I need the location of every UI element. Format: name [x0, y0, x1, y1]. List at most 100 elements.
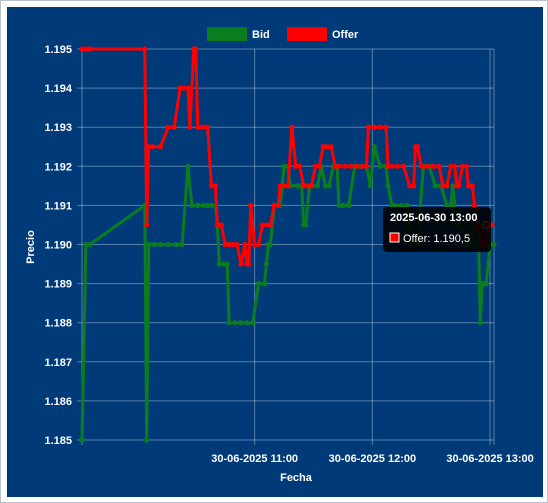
data-point [395, 163, 401, 169]
data-point [185, 163, 191, 169]
data-point [214, 222, 220, 228]
legend-label: Offer [332, 29, 359, 41]
data-point [293, 163, 299, 169]
data-point [83, 46, 89, 52]
data-point [246, 261, 252, 267]
data-point [452, 163, 458, 169]
data-point [181, 85, 187, 91]
data-point [277, 183, 283, 189]
data-point [385, 183, 391, 189]
data-point [187, 124, 193, 130]
data-point [195, 124, 201, 130]
legend-item-offer: Offer [287, 27, 359, 41]
data-point [146, 144, 152, 150]
data-point [301, 183, 307, 189]
data-point [281, 163, 287, 169]
series-bid [79, 144, 497, 443]
data-point [371, 144, 377, 150]
data-point [303, 222, 309, 228]
legend-item-bid: Bid [207, 27, 270, 41]
data-point [261, 281, 268, 287]
data-point [218, 222, 224, 228]
tooltip-title: 2025-06-30 13:00 [390, 212, 477, 224]
data-point [314, 183, 321, 189]
price-chart[interactable]: 1.195 1.194 1.193 1.192 1.191 1.190 1.189 1.188… [7, 7, 543, 497]
y-tick-label: 1.186 [44, 396, 72, 408]
data-point [354, 163, 360, 169]
data-point [320, 144, 326, 150]
data-point [432, 183, 438, 189]
data-point [305, 183, 311, 189]
data-point [165, 241, 171, 248]
tooltip-swatch [389, 232, 400, 243]
data-point [144, 437, 150, 443]
data-point [199, 124, 205, 130]
data-point [460, 163, 466, 169]
data-point [391, 202, 397, 208]
tooltip-body: Offer: 1.190,5 [403, 233, 470, 245]
data-point [483, 281, 489, 287]
y-tick-label: 1.195 [44, 44, 72, 56]
y-tick-label: 1.191 [44, 200, 72, 212]
data-point [255, 241, 262, 248]
data-point [244, 320, 250, 326]
data-point [414, 144, 421, 150]
data-point [220, 261, 226, 267]
data-point [377, 124, 383, 130]
data-point [222, 241, 228, 248]
data-point [448, 163, 454, 169]
data-point [477, 320, 483, 326]
y-tick-label: 1.193 [44, 122, 72, 134]
data-point [289, 124, 295, 130]
y-tick-label: 1.189 [44, 279, 72, 291]
data-point [363, 163, 370, 169]
y-tick-label: 1.192 [44, 161, 72, 173]
data-point [173, 241, 179, 248]
data-point [297, 163, 303, 169]
data-point [377, 163, 383, 169]
y-tick-label: 1.187 [44, 357, 72, 369]
tooltip-box [383, 207, 491, 252]
data-point [342, 163, 348, 169]
chart-panel: 1.195 1.194 1.193 1.192 1.191 1.190 1.189 1.188… [7, 7, 543, 497]
data-point [146, 241, 152, 248]
data-point [405, 202, 411, 208]
data-point [418, 163, 425, 169]
data-point [340, 202, 346, 208]
data-point [144, 222, 150, 228]
data-point [371, 124, 377, 130]
data-point [87, 241, 93, 248]
data-point [208, 183, 215, 189]
data-point [367, 183, 373, 189]
data-point [444, 202, 450, 208]
data-point [259, 222, 266, 228]
data-point [471, 202, 477, 208]
data-point [263, 222, 270, 228]
data-point [407, 183, 413, 189]
data-point [440, 183, 446, 189]
data-point [332, 163, 338, 169]
legend-swatch [207, 27, 247, 41]
y-tick-labels: 1.195 1.194 1.193 1.192 1.191 1.190 1.189 1.188… [44, 44, 72, 447]
x-tick-labels: 30-06-2025 11:00 30-06-2025 12:00 30-06-20… [211, 453, 534, 465]
data-point [248, 202, 254, 208]
data-point [399, 202, 405, 208]
data-point [295, 183, 301, 189]
data-point [359, 163, 366, 169]
legend-swatch [287, 27, 327, 41]
data-point [456, 183, 462, 189]
y-axis-title: Precio [25, 230, 37, 264]
data-point [157, 144, 164, 150]
data-point [401, 163, 407, 169]
data-point [448, 202, 454, 208]
data-point [336, 163, 342, 169]
data-point [201, 202, 207, 208]
series-line-bid [80, 145, 494, 442]
data-point [142, 46, 148, 52]
data-point [226, 320, 232, 326]
data-point [255, 281, 262, 287]
tooltip: 2025-06-30 13:00 Offer: 1.190,5 [383, 207, 491, 252]
data-point [328, 144, 334, 150]
data-point [204, 202, 211, 208]
